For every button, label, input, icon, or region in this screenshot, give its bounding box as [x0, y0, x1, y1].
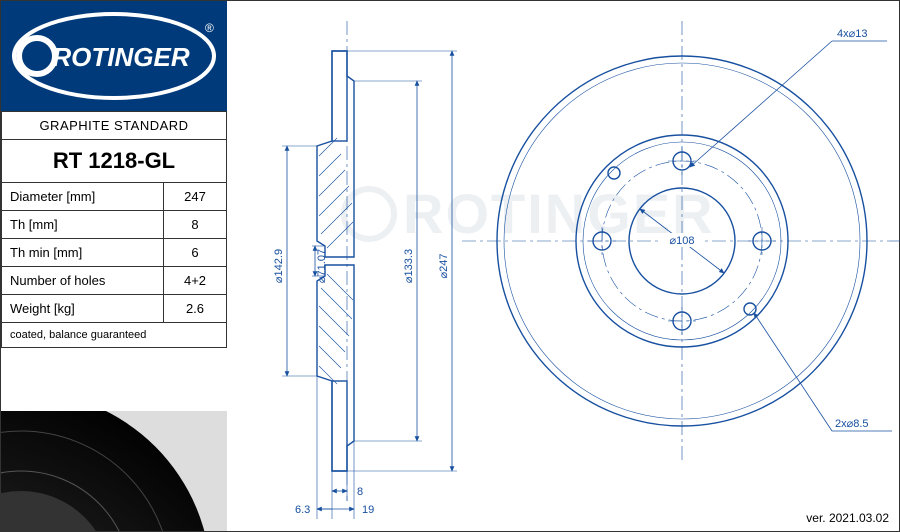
version-label: ver. 2021.03.02 — [806, 511, 889, 525]
svg-text:⌀142.9: ⌀142.9 — [273, 249, 285, 283]
product-photo — [1, 411, 227, 531]
table-row: Th [mm]8 — [2, 211, 227, 239]
svg-text:⌀71.07: ⌀71.07 — [316, 249, 328, 283]
svg-text:2x⌀8.5: 2x⌀8.5 — [835, 418, 869, 430]
svg-text:⌀108: ⌀108 — [670, 235, 695, 247]
svg-text:⌀247: ⌀247 — [438, 254, 450, 279]
spec-table: GRAPHITE STANDARD RT 1218-GL Diameter [m… — [1, 111, 227, 348]
table-row: Th min [mm]6 — [2, 239, 227, 267]
part-number: RT 1218-GL — [2, 140, 227, 183]
table-row: Weight [kg]2.6 — [2, 295, 227, 323]
brand-logo-plate: ROTINGER ® — [1, 1, 227, 111]
front-view: ⌀108 4x⌀13 2x⌀8.5 — [462, 21, 900, 461]
svg-text:19: 19 — [362, 504, 374, 516]
svg-text:⌀133.3: ⌀133.3 — [403, 249, 415, 283]
series-name: GRAPHITE STANDARD — [2, 112, 227, 140]
technical-drawing: ⌀247 ⌀133.3 ⌀142.9 ⌀71.07 8 19 6.3 — [227, 1, 899, 531]
spec-note: coated, balance guaranteed — [2, 323, 227, 348]
svg-text:®: ® — [205, 21, 214, 35]
brand-logo-text: ROTINGER — [52, 42, 189, 72]
svg-text:4x⌀13: 4x⌀13 — [837, 28, 867, 40]
brand-logo: ROTINGER ® — [9, 8, 219, 104]
svg-text:6.3: 6.3 — [295, 504, 310, 516]
table-row: Diameter [mm]247 — [2, 183, 227, 211]
table-row: Number of holes4+2 — [2, 267, 227, 295]
svg-text:8: 8 — [357, 486, 363, 498]
side-view: ⌀247 ⌀133.3 ⌀142.9 ⌀71.07 8 19 6.3 — [273, 21, 457, 519]
